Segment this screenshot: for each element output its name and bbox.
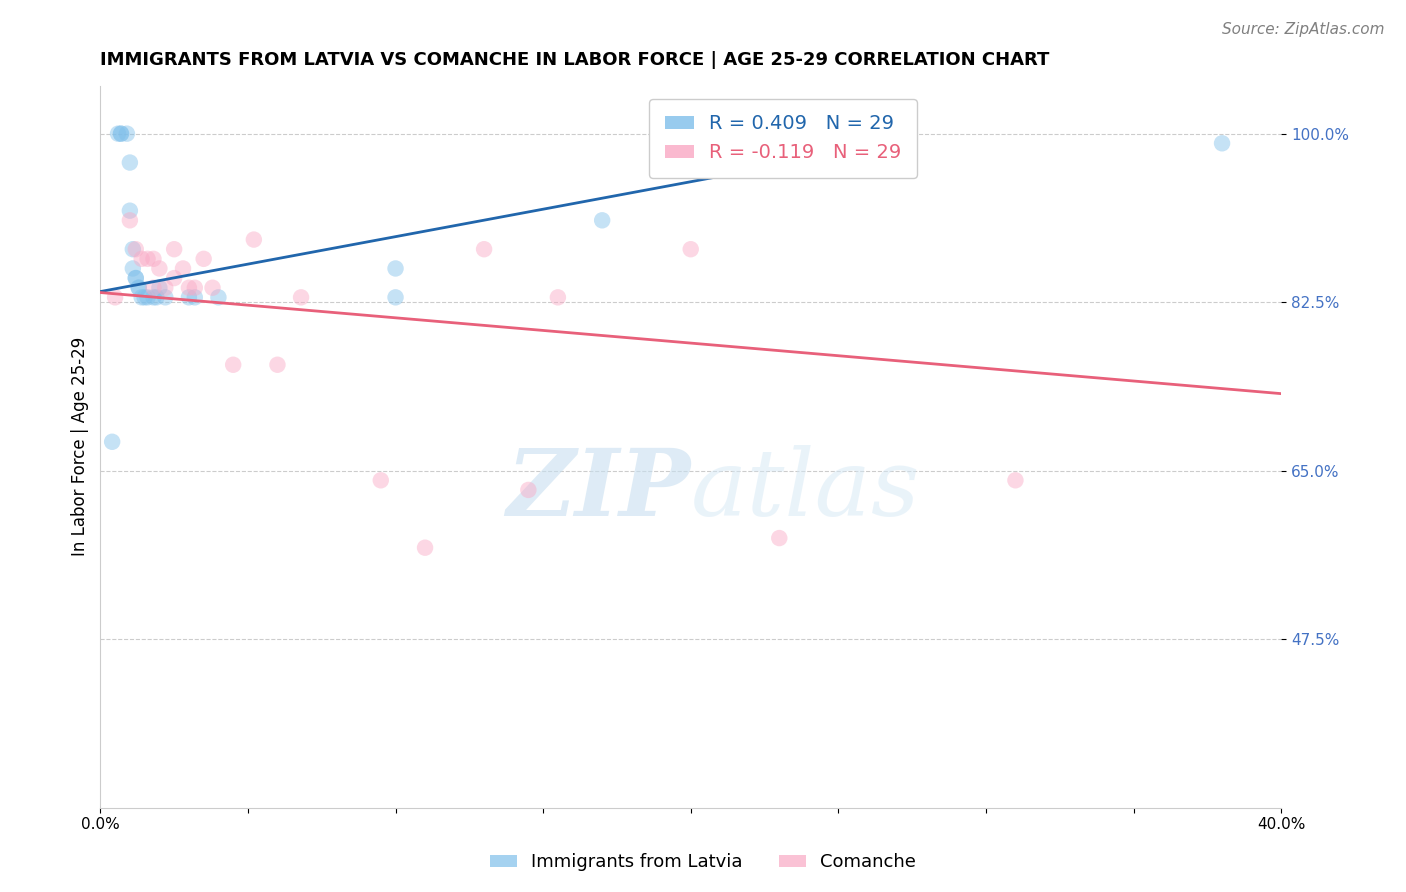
Point (370, 473, 392, 487)
Point (547, 290, 569, 304)
Point (243, 233, 266, 247)
Point (142, 290, 165, 304)
Point (679, 242, 702, 256)
Point (163, 271, 186, 285)
Point (384, 261, 406, 276)
Point (145, 290, 167, 304)
Point (1004, 473, 1026, 487)
Point (110, 127, 132, 141)
Point (121, 242, 143, 256)
Point (125, 271, 148, 285)
Point (201, 281, 224, 295)
Point (591, 213, 613, 227)
Point (827, 127, 849, 141)
Point (177, 290, 200, 304)
Point (886, 136, 908, 151)
Point (101, 434, 124, 449)
Point (142, 281, 165, 295)
Point (266, 358, 288, 372)
Point (517, 483, 540, 497)
Point (136, 290, 159, 304)
Point (148, 281, 170, 295)
Legend: Immigrants from Latvia, Comanche: Immigrants from Latvia, Comanche (482, 847, 924, 879)
Point (115, 127, 138, 141)
Point (155, 290, 177, 304)
Point (121, 261, 143, 276)
Point (136, 252, 159, 266)
Point (384, 290, 406, 304)
Point (193, 252, 215, 266)
Point (148, 261, 170, 276)
Point (413, 541, 436, 555)
Point (107, 127, 129, 141)
Text: IMMIGRANTS FROM LATVIA VS COMANCHE IN LABOR FORCE | AGE 25-29 CORRELATION CHART: IMMIGRANTS FROM LATVIA VS COMANCHE IN LA… (100, 51, 1050, 69)
Text: ZIP: ZIP (506, 445, 690, 535)
Point (118, 155, 141, 169)
Point (134, 290, 156, 304)
Point (290, 290, 312, 304)
Point (1211, 136, 1233, 151)
Point (118, 213, 141, 227)
Point (768, 531, 790, 545)
Point (110, 127, 132, 141)
Point (142, 252, 165, 266)
Point (131, 252, 153, 266)
Point (222, 358, 245, 372)
Point (104, 290, 127, 304)
Legend: R = 0.409   N = 29, R = -0.119   N = 29: R = 0.409 N = 29, R = -0.119 N = 29 (650, 99, 917, 178)
Point (125, 271, 148, 285)
Text: Source: ZipAtlas.com: Source: ZipAtlas.com (1222, 22, 1385, 37)
Point (172, 261, 194, 276)
Point (131, 290, 153, 304)
Point (472, 242, 495, 256)
Point (177, 281, 200, 295)
Point (128, 281, 150, 295)
Point (128, 281, 150, 295)
Point (184, 281, 207, 295)
Point (118, 203, 141, 218)
Point (125, 242, 148, 256)
Point (207, 290, 229, 304)
Point (163, 242, 186, 256)
Point (886, 136, 908, 151)
Point (155, 281, 177, 295)
Text: atlas: atlas (690, 445, 920, 535)
Y-axis label: In Labor Force | Age 25-29: In Labor Force | Age 25-29 (72, 337, 89, 557)
Point (184, 290, 207, 304)
